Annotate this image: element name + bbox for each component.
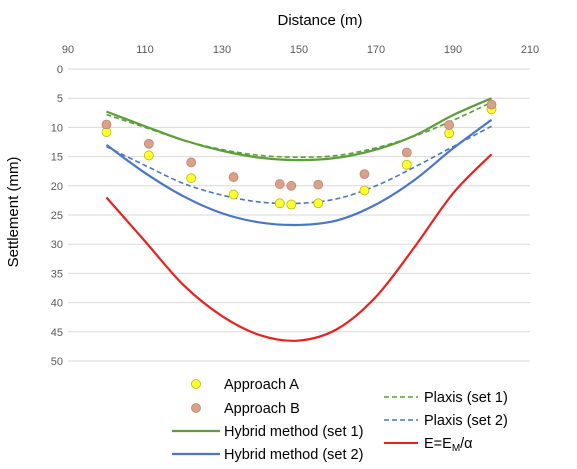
- y-tick-30: 30: [51, 239, 63, 251]
- x-tick-210: 210: [521, 44, 539, 56]
- y-tick-20: 20: [51, 181, 63, 193]
- y-tick-0: 0: [57, 64, 63, 76]
- y-tick-35: 35: [51, 268, 63, 280]
- y-tick-10: 10: [51, 122, 63, 134]
- legend-label-hybrid-set2: Hybrid method (set 2): [224, 447, 363, 463]
- point-approach-a-7: [359, 185, 370, 196]
- point-approach-b-10: [486, 99, 497, 110]
- series-line-plaxis-set-1: [106, 101, 492, 158]
- point-approach-a-9: [444, 128, 455, 139]
- point-approach-b-0: [101, 119, 112, 130]
- y-tick-25: 25: [51, 210, 63, 222]
- gridlines: [68, 68, 530, 362]
- series-line-hybrid-method-set-2: [105, 118, 493, 227]
- series-line-reduced-modulus: [105, 153, 493, 342]
- point-approach-b-3: [228, 172, 239, 182]
- y-axis-title: Settlement (mm): [5, 157, 22, 268]
- point-approach-a-1: [143, 150, 154, 161]
- point-approach-a-8: [401, 159, 412, 170]
- point-approach-b-1: [143, 138, 154, 149]
- y-tick-40: 40: [51, 298, 63, 310]
- point-approach-b-5: [286, 180, 297, 191]
- x-tick-110: 110: [136, 44, 154, 56]
- legend-marker-approach-b: [191, 403, 201, 413]
- point-approach-a-2: [186, 173, 197, 184]
- legend-label-reduced-modulus-sub: M: [452, 443, 460, 454]
- legend-label-reduced-modulus: E=EM/α: [424, 436, 473, 454]
- y-tick-45: 45: [51, 327, 63, 339]
- x-tick-150: 150: [290, 44, 308, 56]
- legend-label-plaxis-set1: Plaxis (set 1): [424, 390, 508, 406]
- point-approach-b-4: [274, 179, 285, 189]
- point-approach-a-6: [313, 198, 324, 209]
- point-approach-b-7: [359, 169, 370, 180]
- y-tick-labels: 0 5 10 15 20 25 30 35 40 45 50: [51, 64, 63, 368]
- x-axis-title: Distance (m): [277, 12, 362, 29]
- legend-label-approach-a: Approach A: [224, 377, 299, 393]
- y-tick-5: 5: [57, 93, 63, 105]
- point-approach-b-9: [444, 120, 455, 130]
- point-approach-b-6: [313, 179, 324, 190]
- point-approach-b-8: [401, 147, 412, 158]
- point-approach-b-2: [186, 157, 197, 168]
- legend-label-reduced-modulus-main: E=E: [424, 436, 452, 452]
- x-tick-130: 130: [213, 44, 231, 56]
- legend-label-plaxis-set2: Plaxis (set 2): [424, 413, 508, 429]
- legend-marker-approach-a: [191, 379, 201, 389]
- legend-label-hybrid-set1: Hybrid method (set 1): [224, 424, 363, 440]
- series-layer: [101, 97, 497, 342]
- legend: Approach A Approach B Hybrid method (set…: [172, 377, 508, 463]
- x-tick-170: 170: [367, 44, 385, 56]
- point-approach-a-5: [286, 199, 297, 210]
- x-tick-190: 190: [444, 44, 462, 56]
- point-approach-a-4: [274, 198, 285, 209]
- x-tick-labels: 90 110 130 150 170 190 210: [62, 44, 539, 56]
- legend-label-reduced-modulus-tail: /α: [460, 436, 472, 452]
- y-tick-15: 15: [51, 152, 63, 164]
- point-approach-a-3: [228, 189, 239, 200]
- series-line-hybrid-method-set-1: [106, 97, 492, 162]
- legend-label-approach-b: Approach B: [224, 401, 300, 417]
- series-line-plaxis-set-2: [106, 125, 492, 205]
- y-tick-50: 50: [51, 356, 63, 368]
- x-tick-90: 90: [62, 44, 74, 56]
